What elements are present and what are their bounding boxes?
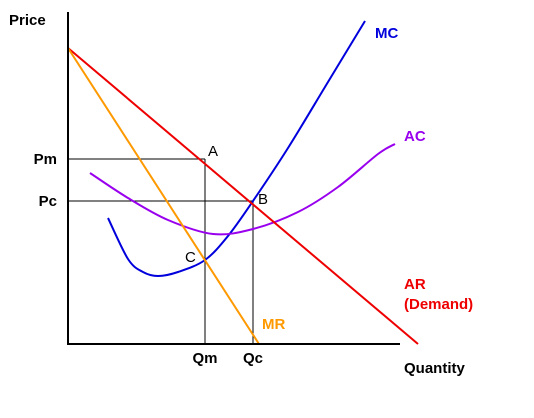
mr-curve <box>67 47 260 345</box>
point-label-b: B <box>258 191 268 208</box>
series-labels: MC AC AR (Demand) MR <box>262 25 473 333</box>
mr-label: MR <box>262 316 285 333</box>
tick-labels: Qm Qc Pm Pc <box>34 151 263 367</box>
x-axis-label: Quantity <box>404 360 465 377</box>
ac-curve <box>89 143 396 236</box>
ar-label: AR (Demand) <box>404 276 473 313</box>
mc-label: MC <box>375 25 398 42</box>
y-tick-pc: Pc <box>39 193 57 210</box>
ar-curve <box>67 47 419 345</box>
x-tick-qm: Qm <box>192 350 217 367</box>
y-tick-pm: Pm <box>34 151 57 168</box>
y-axis-label: Price <box>9 12 46 29</box>
point-label-c: C <box>185 249 196 266</box>
point-label-a: A <box>208 143 218 160</box>
guide-lines <box>68 158 254 344</box>
x-tick-qc: Qc <box>243 350 263 367</box>
ac-label: AC <box>404 128 426 145</box>
curves-layer <box>67 20 419 345</box>
point-labels: A B C <box>185 143 268 266</box>
